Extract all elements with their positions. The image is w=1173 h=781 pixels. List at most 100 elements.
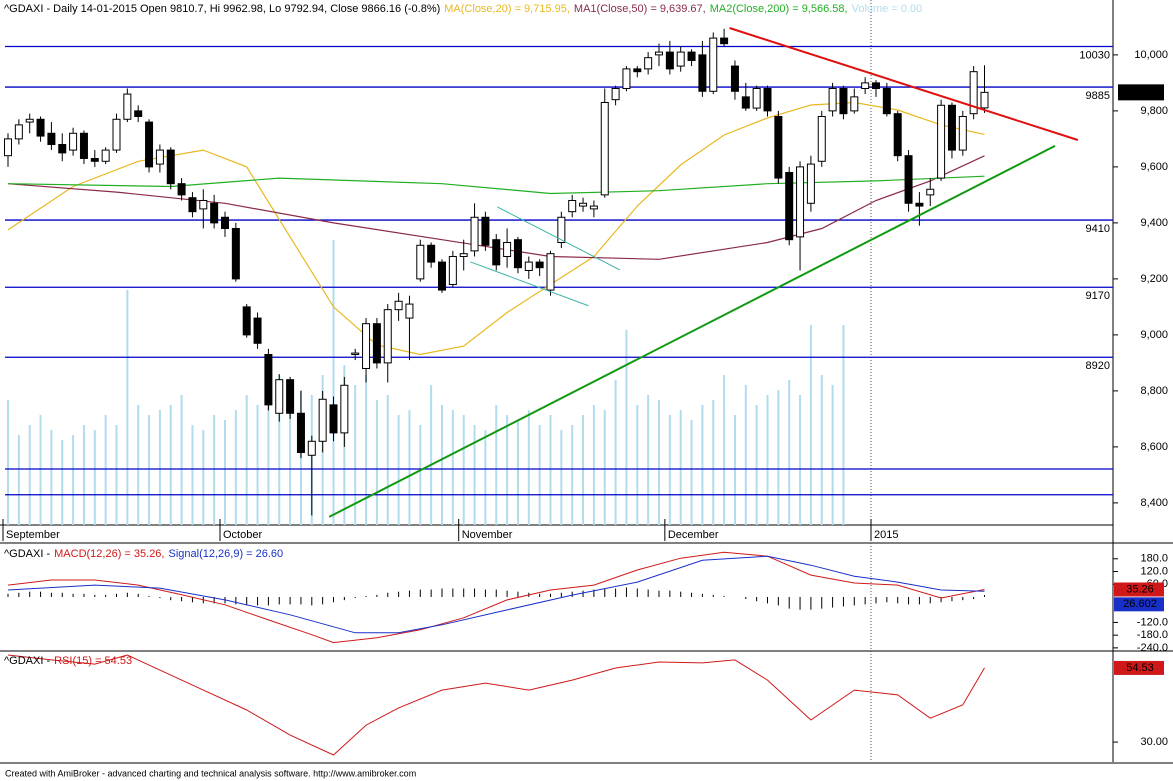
candle-body [796, 166, 805, 238]
candle-body [427, 244, 436, 263]
volume-bar [799, 395, 802, 525]
level-label: 9885 [1086, 90, 1110, 102]
candle-body [589, 205, 598, 210]
candle-body [188, 197, 197, 213]
candle-body [622, 68, 631, 89]
candle-body [405, 303, 414, 319]
candle-body [221, 216, 229, 229]
candle-body [655, 51, 663, 56]
volume-bar [137, 405, 140, 525]
volume-bar [375, 400, 378, 525]
candle-body [926, 188, 935, 196]
value-box-label: 9,866.16 [1120, 86, 1163, 98]
candle-body [839, 87, 848, 115]
pane-title: ^GDAXI - MACD(12,26) = 35.26, Signal(12,26… [4, 548, 283, 560]
candle-body [296, 412, 305, 453]
candle-body [709, 37, 718, 92]
legend-entry: MA(Close,20) = 9,715.95, [444, 3, 570, 15]
volume-bar [28, 425, 31, 525]
candle-body [969, 71, 978, 115]
candle-body [665, 51, 674, 70]
candle-body [937, 104, 946, 179]
volume-bar [82, 425, 85, 525]
value-box [1114, 582, 1164, 597]
volume-bar [592, 405, 595, 525]
volume-bar [701, 405, 704, 525]
volume-bar [614, 380, 617, 525]
volume-bar [527, 410, 530, 525]
volume-bar [744, 385, 747, 525]
candle-body [872, 82, 880, 89]
candle-body [861, 82, 870, 89]
candle-body [579, 202, 588, 207]
level-label: 8920 [1086, 360, 1110, 372]
candle-body [318, 398, 327, 442]
legend-entry: RSI(15) = 54.53 [54, 655, 132, 667]
volume-bar [484, 430, 487, 525]
volume-bar [115, 425, 118, 525]
y-tick-label: 10,000 [1134, 49, 1168, 61]
candle-body [785, 171, 794, 241]
candle-body [817, 115, 826, 162]
level-label: 9410 [1086, 223, 1110, 235]
volume-bar [679, 410, 682, 525]
candle-body [340, 384, 349, 434]
volume-bar [549, 415, 552, 525]
candle-body [513, 239, 522, 269]
value-box [1118, 84, 1164, 101]
candle-body [4, 138, 12, 157]
candle-body [307, 440, 316, 456]
candle-body [351, 352, 360, 355]
trendline [497, 206, 621, 271]
trendline [470, 261, 589, 307]
volume-bar [430, 385, 433, 525]
candle-body [568, 199, 577, 213]
candle-body [752, 87, 761, 109]
volume-bar [202, 430, 205, 525]
volume-bar [647, 395, 650, 525]
candle-body [123, 93, 132, 120]
trendline [328, 144, 1056, 518]
volume-bar [50, 430, 53, 525]
volume-bar [126, 290, 129, 525]
volume-bar [354, 385, 357, 525]
volume-bar [191, 425, 194, 525]
volume-bar [658, 400, 660, 525]
candle-body [448, 255, 457, 285]
candle-body [199, 199, 208, 210]
x-tick-label: October [223, 529, 262, 541]
candle-body [101, 149, 110, 162]
volume-bar [603, 410, 606, 525]
volume-bar [441, 405, 443, 525]
pane-title: ^GDAXI - Daily 14-01-2015 Open 9810.7, H… [4, 3, 922, 15]
volume-bar [7, 400, 9, 525]
candle-body [980, 91, 989, 109]
volume-bar [462, 415, 465, 525]
legend-entry: Volume = 0.00 [852, 3, 923, 15]
y-tick-label: 8,600 [1140, 441, 1168, 453]
y-tick-label: 120.0 [1140, 565, 1168, 577]
x-tick-label: September [6, 529, 60, 541]
candle-body [958, 115, 967, 151]
legend-entry: Signal(12,26,9) = 26.60 [169, 548, 284, 560]
volume-bar [777, 390, 780, 525]
volume-bar [636, 405, 639, 525]
candle-body [763, 87, 772, 112]
candle-body [14, 124, 23, 140]
candle-body [177, 183, 186, 196]
candle-body [253, 317, 262, 344]
volume-bar [39, 415, 42, 525]
candle-body [383, 309, 392, 364]
candle-body [210, 202, 219, 224]
candle-body [90, 157, 99, 162]
volume-bar [104, 415, 107, 525]
volume-bar [712, 400, 715, 525]
candle-body [687, 51, 696, 61]
candle-body [644, 57, 653, 70]
volume-bar [332, 240, 335, 525]
y-tick-label: -120.0 [1137, 616, 1168, 628]
candle-body [286, 379, 295, 414]
candle-body [828, 87, 837, 112]
volume-bar [180, 395, 183, 525]
candle-body [155, 149, 164, 165]
